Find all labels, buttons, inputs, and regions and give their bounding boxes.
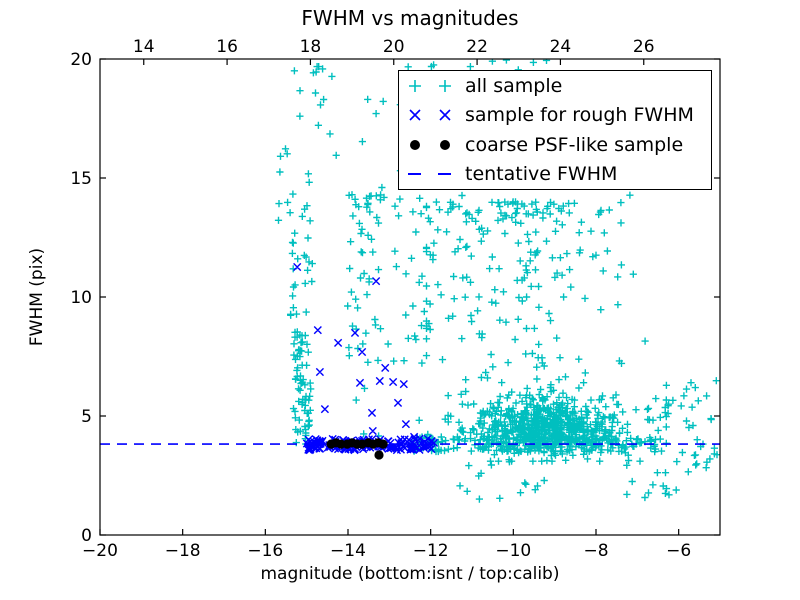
legend-marker-pair xyxy=(399,166,453,182)
psf-sample-point xyxy=(378,439,388,449)
x-bottom-tick-label: −18 xyxy=(165,541,201,561)
legend-marker-pair xyxy=(399,107,453,123)
scatter-all-sample-cloud-upper xyxy=(422,198,649,394)
scatter-all-sample-second-stream xyxy=(344,191,385,440)
legend-entry-x: sample for rough FWHM xyxy=(399,101,711,130)
tick-labels: −20 −18 −16 −14 −12 −10 −8 −6 14 16 18 20 22 24 26 0 5 10… xyxy=(70,37,691,561)
x-bottom-tick-label: −12 xyxy=(413,541,449,561)
x-bottom-tick-label: −8 xyxy=(583,541,608,561)
legend-label: tentative FWHM xyxy=(465,163,618,186)
x-top-tick-label: 16 xyxy=(216,37,238,57)
x-bottom-tick-label: −10 xyxy=(495,541,531,561)
x-top-tick-label: 14 xyxy=(133,37,155,57)
dot-marker-icon xyxy=(440,139,450,150)
x-top-tick-label: 26 xyxy=(633,37,655,57)
chart-title: FWHM vs magnitudes xyxy=(301,6,519,30)
scatter-psf-like-sample xyxy=(326,438,388,460)
x-top-tick-label: 18 xyxy=(300,37,322,57)
plus-marker-icon xyxy=(439,79,451,92)
x-bottom-tick-label: −20 xyxy=(82,541,118,561)
scatter-all-sample-top-strip xyxy=(430,59,551,74)
x-marker-icon xyxy=(409,109,421,121)
dash-marker-icon xyxy=(438,173,451,176)
legend-label: coarse PSF-like sample xyxy=(465,133,684,156)
legend-marker-pair xyxy=(399,137,453,153)
x-marker-icon xyxy=(439,109,451,121)
x-top-tick-label: 24 xyxy=(550,37,572,57)
scatter-all-sample-right-sparse xyxy=(644,377,720,472)
plus-marker-icon xyxy=(409,79,421,92)
y-axis-label: FWHM (pix) xyxy=(27,247,47,347)
legend-box: all sample sample for rough FWHM coarse PS… xyxy=(398,70,712,190)
legend-label: all sample xyxy=(465,74,563,97)
scatter-all-sample-left-stream-mid xyxy=(287,229,316,319)
legend-entry-dash: tentative FWHM xyxy=(399,160,711,189)
scatter-all-sample-top-left-sparse xyxy=(274,63,340,225)
y-tick-label: 5 xyxy=(81,407,92,427)
x-top-tick-label: 22 xyxy=(466,37,488,57)
dot-marker-icon xyxy=(410,139,420,150)
dash-marker-icon xyxy=(408,173,421,176)
psf-sample-point xyxy=(374,450,384,460)
x-bottom-tick-label: −6 xyxy=(666,541,691,561)
scatter-rough-fwhm-sample xyxy=(293,262,439,455)
tick-marks xyxy=(99,58,720,536)
legend-marker-pair xyxy=(399,78,453,94)
y-tick-label: 0 xyxy=(81,526,92,546)
scatter-all-sample-cloud-core xyxy=(415,379,670,465)
legend-entry-dot: coarse PSF-like sample xyxy=(399,130,711,159)
legend-entry-plus: all sample xyxy=(399,71,711,100)
y-tick-label: 15 xyxy=(70,169,92,189)
x-bottom-tick-label: −16 xyxy=(247,541,283,561)
x-axis-label: magnitude (bottom:isnt / top:calib) xyxy=(260,564,560,584)
legend-label: sample for rough FWHM xyxy=(465,104,694,127)
x-bottom-tick-label: −14 xyxy=(330,541,366,561)
scatter-all-sample-left-stream-dense xyxy=(289,328,315,448)
x-top-tick-label: 20 xyxy=(383,37,405,57)
y-tick-label: 10 xyxy=(70,288,92,308)
y-tick-label: 20 xyxy=(70,50,92,70)
scatter-all-sample-below-line xyxy=(456,456,692,503)
